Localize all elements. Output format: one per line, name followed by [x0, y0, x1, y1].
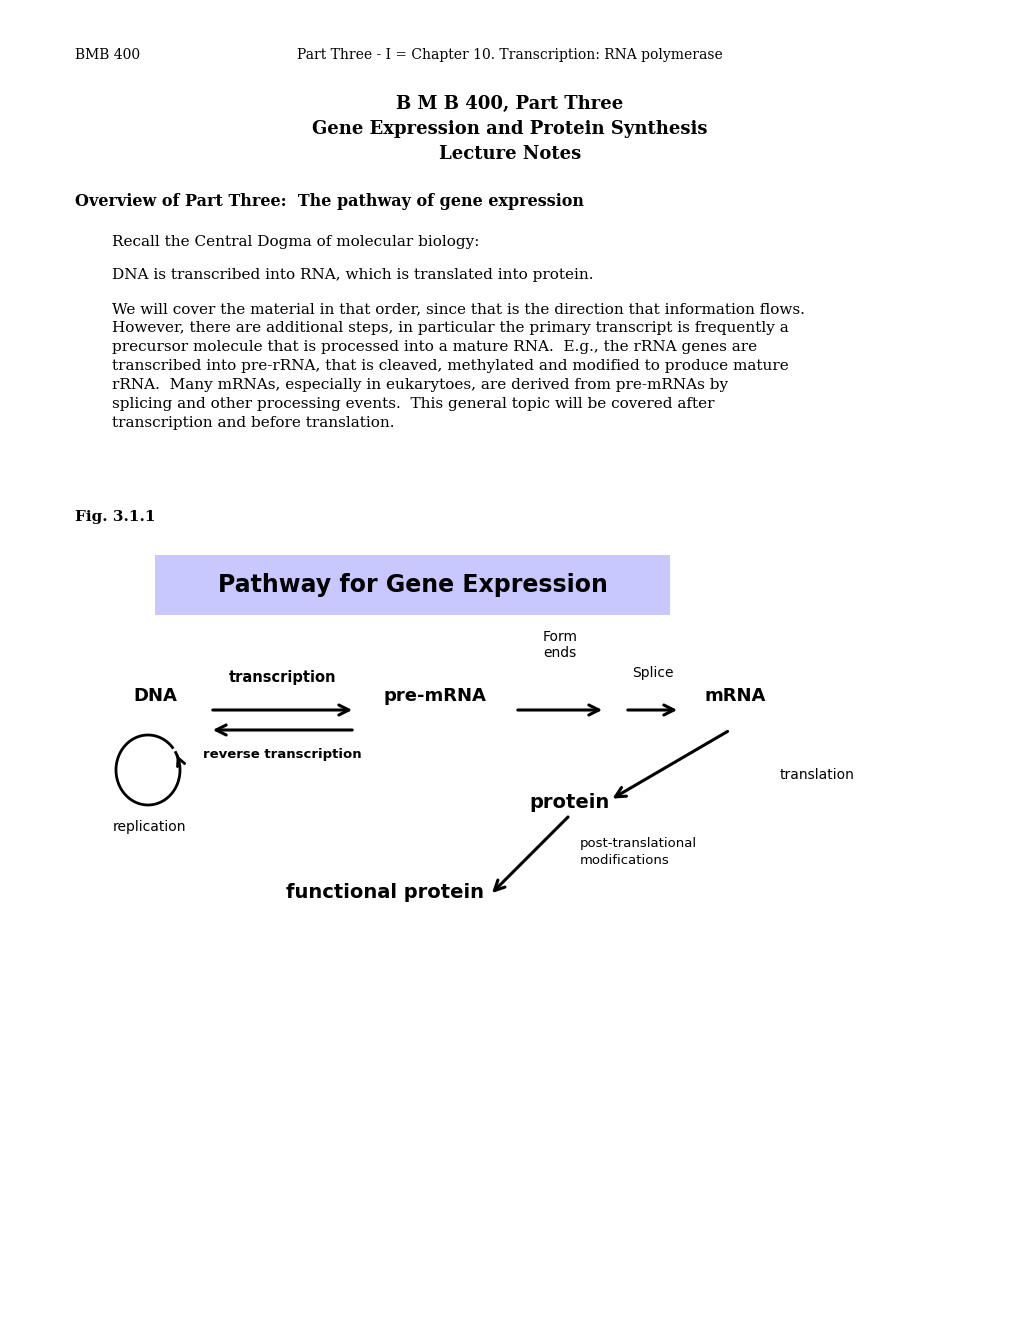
Text: Overview of Part Three:  The pathway of gene expression: Overview of Part Three: The pathway of g… [75, 193, 584, 210]
Text: mRNA: mRNA [704, 686, 765, 705]
FancyBboxPatch shape [155, 554, 669, 615]
Text: functional protein: functional protein [285, 883, 484, 902]
Text: We will cover the material in that order, since that is the direction that infor: We will cover the material in that order… [112, 302, 804, 430]
Text: Recall the Central Dogma of molecular biology:: Recall the Central Dogma of molecular bi… [112, 235, 479, 249]
Text: translation: translation [780, 768, 854, 781]
Text: transcription: transcription [228, 671, 336, 685]
Text: DNA is transcribed into RNA, which is translated into protein.: DNA is transcribed into RNA, which is tr… [112, 268, 593, 282]
Text: Pathway for Gene Expression: Pathway for Gene Expression [217, 573, 607, 597]
Text: BMB 400: BMB 400 [75, 48, 140, 62]
Text: replication: replication [113, 820, 186, 834]
Text: reverse transcription: reverse transcription [203, 748, 362, 762]
Text: Lecture Notes: Lecture Notes [438, 145, 581, 162]
Text: Part Three - I = Chapter 10. Transcription: RNA polymerase: Part Three - I = Chapter 10. Transcripti… [297, 48, 722, 62]
Text: protein: protein [529, 793, 609, 812]
Text: Fig. 3.1.1: Fig. 3.1.1 [75, 510, 155, 524]
Text: DNA: DNA [132, 686, 176, 705]
Text: B M B 400, Part Three: B M B 400, Part Three [396, 95, 623, 114]
Text: Splice: Splice [631, 667, 673, 680]
Text: post-translational
modifications: post-translational modifications [580, 837, 696, 866]
Text: Gene Expression and Protein Synthesis: Gene Expression and Protein Synthesis [312, 120, 707, 139]
Text: pre-mRNA: pre-mRNA [383, 686, 486, 705]
Text: Form
ends: Form ends [542, 630, 577, 660]
